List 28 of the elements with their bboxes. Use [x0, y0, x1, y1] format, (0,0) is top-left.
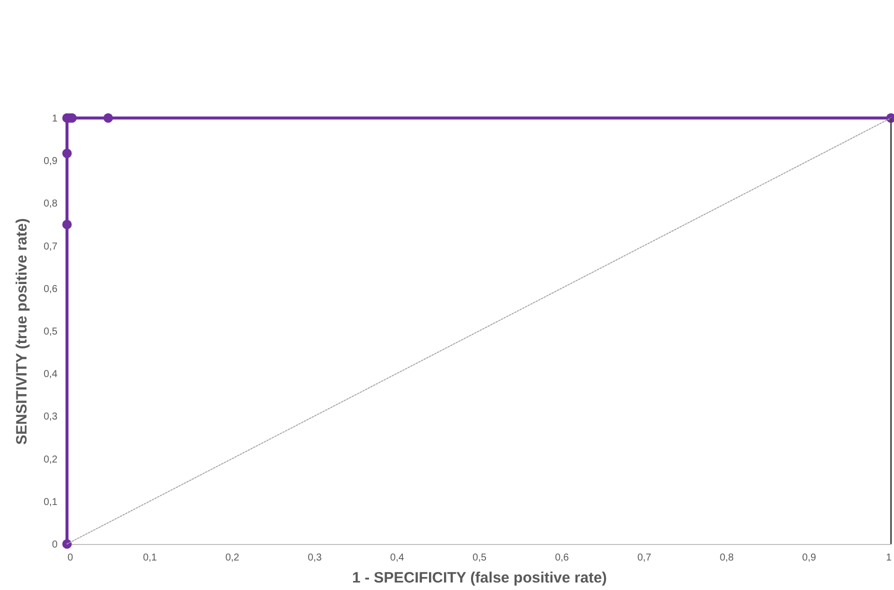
point	[62, 220, 72, 230]
y-axis-title: SENSITIVITY (true positive rate)	[14, 218, 31, 445]
point	[62, 148, 72, 158]
x-tick-label: 0,9	[802, 552, 816, 564]
y-tick-label: 0,6	[44, 284, 58, 295]
y-tick-label: 0,7	[44, 241, 58, 252]
y-tick-label: 0,8	[44, 198, 58, 210]
y-tick-label: 0,4	[44, 369, 58, 380]
x-tick-label: 1	[886, 552, 892, 564]
x-tick-label: 0,7	[637, 552, 652, 564]
x-tick-label: 0,5	[472, 552, 487, 564]
y-tick-label: 0,3	[44, 412, 58, 423]
x-tick-label: 0,1	[142, 552, 158, 564]
y-tick-label: 0,1	[44, 496, 58, 508]
y-tick-label: 0,2	[44, 454, 58, 466]
y-tick-label: 0,5	[44, 326, 58, 338]
x-tick-label: 0,6	[554, 552, 570, 564]
y-tick-label: 1	[52, 114, 58, 124]
x-tick-label: 0,8	[720, 552, 734, 564]
x-tick-label: 0,4	[390, 552, 404, 564]
y-tick-label: 0,9	[44, 156, 58, 168]
x-tick-label: 0,2	[225, 552, 240, 564]
y-tick-label: 0	[52, 540, 58, 550]
x-tick-label: 0,3	[308, 552, 322, 564]
point	[62, 539, 72, 549]
x-axis-title: 1 - SPECIFICITY (false positive rate)	[352, 570, 607, 586]
point	[103, 113, 113, 123]
x-tick-label: 0	[68, 552, 74, 564]
